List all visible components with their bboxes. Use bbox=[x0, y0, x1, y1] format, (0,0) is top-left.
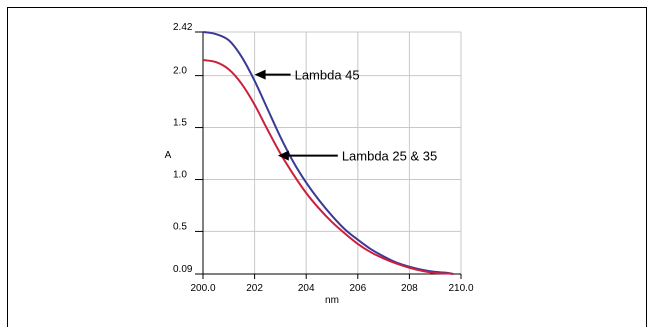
x-tick-label: 202 bbox=[246, 283, 263, 294]
x-axis-label: nm bbox=[325, 295, 339, 306]
grid-lines bbox=[203, 31, 462, 274]
y-tick-label: 1.0 bbox=[173, 169, 187, 180]
annotation-arrow-head bbox=[277, 150, 289, 161]
series-line-1 bbox=[202, 31, 454, 275]
x-tick-label: 204 bbox=[298, 283, 315, 294]
series-line-2 bbox=[202, 59, 454, 275]
annotations: Lambda 45 Lambda 25 & 35 bbox=[254, 68, 437, 164]
y-tick-label: 1.5 bbox=[173, 118, 187, 129]
annotation-arrow-head bbox=[254, 69, 266, 80]
x-tick-label: 200.0 bbox=[190, 283, 215, 294]
y-axis-label: A bbox=[165, 150, 172, 161]
y-tick-label: 0.09 bbox=[173, 264, 193, 275]
y-tick-label: 2.42 bbox=[173, 22, 193, 33]
tick-labels: 200.0 202 204 206 208 210.0 0.09 0.5 1.0 1.5 2.0 2.… bbox=[173, 22, 474, 294]
x-tick-label: 208 bbox=[401, 283, 418, 294]
annotation-label: Lambda 25 & 35 bbox=[342, 149, 437, 164]
axes bbox=[202, 32, 461, 275]
y-tick-label: 0.5 bbox=[173, 221, 187, 232]
y-tick-label: 2.0 bbox=[173, 66, 187, 77]
x-tick-label: 210.0 bbox=[448, 283, 473, 294]
annotation-label: Lambda 45 bbox=[295, 68, 360, 83]
series-lines bbox=[202, 31, 454, 275]
x-tick-label: 206 bbox=[349, 283, 366, 294]
